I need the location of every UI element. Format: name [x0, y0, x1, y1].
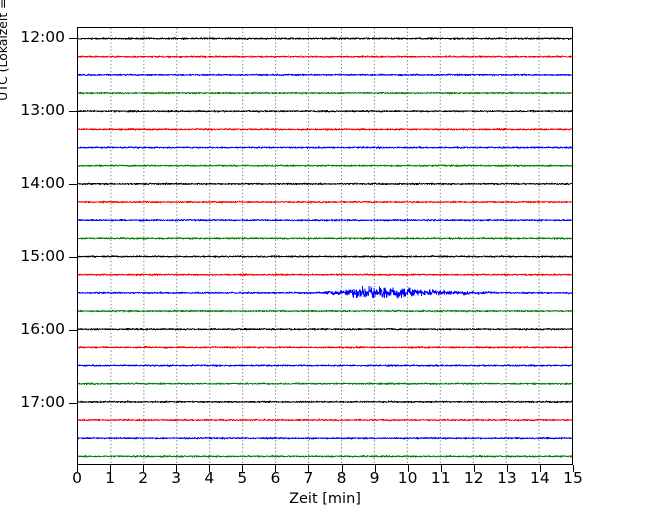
x-axis-tick-label: 6	[270, 469, 281, 487]
x-axis-tick-mark	[275, 465, 277, 472]
x-axis-tick-label: 8	[336, 469, 347, 487]
x-axis-tick-label: 4	[204, 469, 215, 487]
seismic-traces	[78, 37, 572, 458]
x-axis-tick-label: 15	[563, 469, 583, 487]
x-axis-tick-label: 11	[430, 469, 451, 487]
x-axis-tick-label: 3	[171, 469, 182, 487]
x-axis-tick-mark	[539, 465, 541, 472]
x-axis-tick-mark	[77, 465, 78, 472]
y-axis-tick-label: 12:00	[20, 27, 65, 46]
y-axis-tick-mark	[69, 37, 77, 39]
y-axis-tick-mark	[69, 256, 77, 258]
x-axis-tick-label: 9	[369, 469, 380, 487]
y-axis-tick-label: 16:00	[20, 319, 65, 338]
x-axis-tick-mark	[242, 465, 244, 472]
x-axis-tick-mark	[573, 465, 574, 472]
x-axis-tick-label: 12	[463, 469, 484, 487]
x-axis-tick-mark	[143, 465, 145, 472]
y-axis-tick-mark	[69, 329, 77, 331]
x-axis-tick-mark	[209, 465, 211, 472]
x-axis-label: Zeit [min]	[289, 491, 361, 507]
x-axis-tick-mark	[506, 465, 508, 472]
x-axis-tick-mark	[176, 465, 178, 472]
x-axis-tick-mark	[374, 465, 376, 472]
y-axis-tick-label: 17:00	[20, 392, 65, 411]
x-axis-tick-label: 7	[303, 469, 314, 487]
x-axis-tick-label: 2	[138, 469, 149, 487]
x-axis-tick-mark	[440, 465, 442, 472]
x-axis-tick-label: 14	[530, 469, 550, 487]
x-axis-tick-mark	[407, 465, 409, 472]
y-axis-tick-mark	[69, 183, 77, 185]
y-axis-tick-mark	[69, 110, 77, 112]
x-axis-tick-label: 10	[397, 469, 418, 487]
x-axis-tick-label: 0	[72, 469, 82, 487]
y-axis-tick-label: 14:00	[20, 173, 65, 192]
x-axis-tick-label: 13	[496, 469, 517, 487]
plot-area	[77, 27, 573, 465]
x-axis-tick-mark	[308, 465, 310, 472]
grid-lines	[110, 28, 540, 464]
x-axis-tick-mark	[341, 465, 343, 472]
y-axis-tick-label: 15:00	[20, 246, 65, 265]
x-axis-tick-label: 1	[105, 469, 115, 487]
y-axis-tick-mark	[69, 402, 77, 404]
x-axis-tick-mark	[110, 465, 112, 472]
x-axis-tick-label: 5	[237, 469, 248, 487]
y-axis-tick-label: 13:00	[20, 100, 65, 119]
x-axis-tick-mark	[473, 465, 475, 472]
